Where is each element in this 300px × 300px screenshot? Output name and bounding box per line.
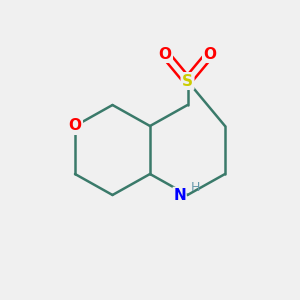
Text: O: O <box>158 46 172 62</box>
Text: O: O <box>203 46 217 62</box>
Text: O: O <box>68 118 82 134</box>
Text: H: H <box>190 181 200 194</box>
Text: N: N <box>173 188 186 202</box>
Text: S: S <box>182 74 193 88</box>
